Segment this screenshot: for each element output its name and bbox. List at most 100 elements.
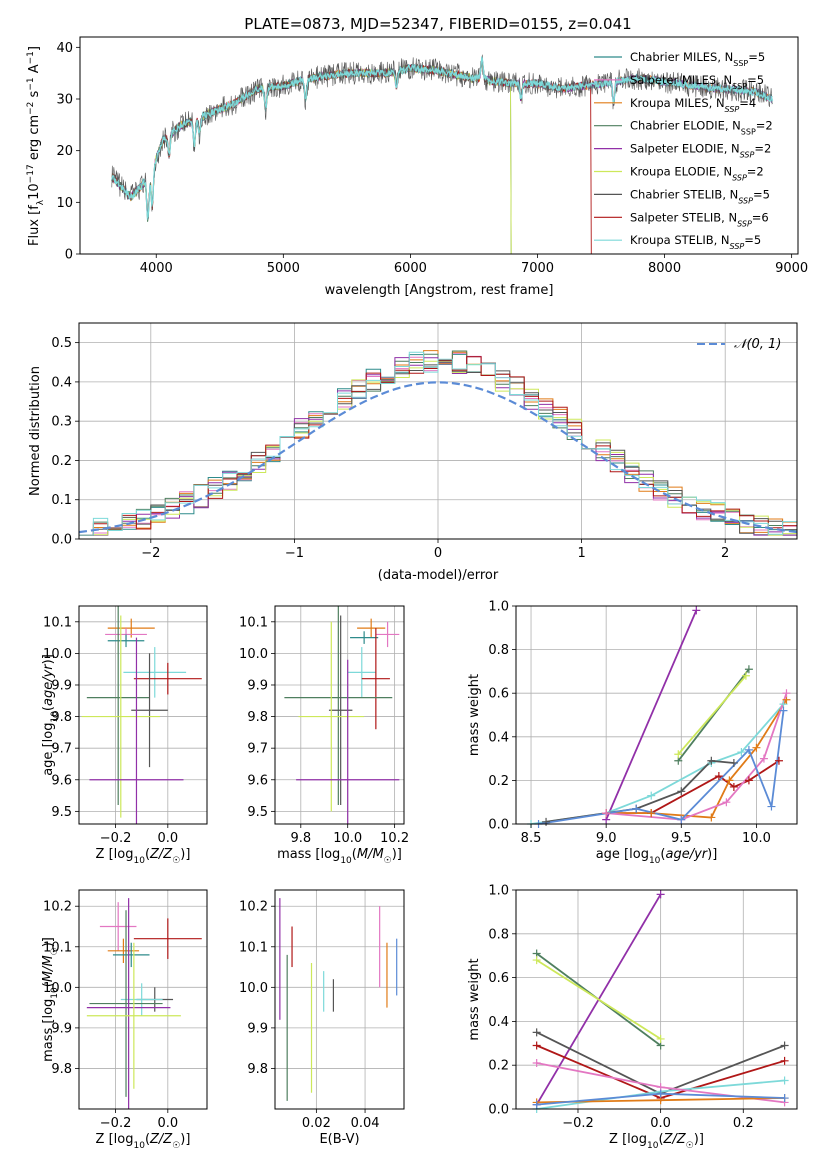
y-tick-label: 0.8 <box>488 643 509 658</box>
data-marker <box>780 1056 789 1065</box>
data-marker <box>737 748 746 757</box>
age-vs-mass-panel: 9.8 10.0 10.2 9.5 9.6 9.7 9.8 9.9 10.0 10.1 mass [… <box>239 605 409 866</box>
y-tick-label: 9.6 <box>51 773 72 788</box>
data-marker <box>532 1100 541 1109</box>
mass-weight-line <box>538 710 785 824</box>
y-tick-label: 0.0 <box>51 533 72 548</box>
y-tick-label: 0.2 <box>488 1059 509 1074</box>
x-tick-label: 4000 <box>140 261 173 276</box>
mass-vs-metallicity-panel: −0.2 0.0 9.8 9.9 10.0 10.1 10.2 Z [log10(Z/Z☉)]… <box>41 889 208 1151</box>
legend-label: Kroupa MILES, NSSP=4 <box>630 96 756 114</box>
x-tick-label: 9.8 <box>290 831 311 846</box>
y-tick-label: 10.0 <box>239 647 268 662</box>
legend-label: Salpeter MILES, NSSP=5 <box>630 73 764 91</box>
data-marker <box>729 758 738 767</box>
x-tick-label: −0.2 <box>100 831 132 846</box>
data-marker <box>647 809 656 818</box>
plot-area <box>79 350 797 536</box>
data-marker <box>707 813 716 822</box>
data-marker <box>692 606 701 615</box>
legend-label: Chabrier MILES, NSSP=5 <box>630 50 765 68</box>
y-tick-label: 0.4 <box>51 375 72 390</box>
model-spectrum-line <box>111 58 512 254</box>
data-marker <box>532 1041 541 1050</box>
data-marker <box>707 756 716 765</box>
y-tick-label: 0 <box>65 248 73 263</box>
y-tick-label: 0.2 <box>488 774 509 789</box>
data-marker <box>714 772 723 781</box>
x-tick-label: 9.0 <box>596 831 617 846</box>
mass-weight-line <box>606 699 788 819</box>
data-marker <box>774 756 783 765</box>
x-tick-label: 8.5 <box>521 831 542 846</box>
y-axis-label: Normed distribution <box>28 366 43 496</box>
data-marker <box>674 750 683 759</box>
x-tick-label: −1 <box>285 546 304 561</box>
x-axis-label: (data-model)/error <box>378 568 499 583</box>
data-marker <box>767 802 776 811</box>
y-tick-label: 9.9 <box>247 1021 268 1036</box>
spectrum-panel: 4000 5000 6000 7000 8000 9000 0 10 20 30 40 Chabrie… <box>26 36 808 298</box>
y-axis-label: Flux [fλ10−17 erg cm−2 s−1 A−1] <box>26 46 46 246</box>
data-marker <box>782 689 791 698</box>
data-marker <box>532 956 541 965</box>
y-tick-label: 0.1 <box>51 493 72 508</box>
y-axis-label: mass weight <box>467 958 482 1040</box>
y-tick-label: 10.0 <box>43 981 72 996</box>
residual-histogram-panel: −2 −1 0 1 2 0.0 0.1 0.2 0.3 0.4 0.5 𝒩(0, 1) (data-mo… <box>28 322 798 583</box>
axes-frame <box>274 889 405 1110</box>
y-tick-label: 10.1 <box>43 615 72 630</box>
legend-label: Kroupa STELIB, NSSP=5 <box>630 233 761 251</box>
x-tick-label: 8000 <box>648 261 681 276</box>
x-axis-label: wavelength [Angstrom, rest frame] <box>325 283 554 298</box>
x-tick-label: 10.2 <box>380 831 409 846</box>
y-tick-label: 10.1 <box>43 940 72 955</box>
data-marker <box>741 671 750 680</box>
y-tick-label: 0.3 <box>51 415 72 430</box>
figure-title: PLATE=0873, MJD=52347, FIBERID=0155, z=0… <box>244 15 631 33</box>
x-tick-label: 10.0 <box>742 831 771 846</box>
data-marker <box>677 787 686 796</box>
x-tick-label: 7000 <box>521 261 554 276</box>
y-tick-label: 0.6 <box>488 971 509 986</box>
y-tick-label: 30 <box>56 93 73 108</box>
y-tick-label: 9.9 <box>247 678 268 693</box>
axes-frame <box>78 605 208 825</box>
x-tick-label: 0.0 <box>157 831 178 846</box>
mass-weight-line <box>677 668 750 762</box>
y-tick-label: 9.7 <box>51 742 72 757</box>
x-tick-label: 2 <box>721 546 729 561</box>
y-tick-label: 10.1 <box>239 615 268 630</box>
y-tick-label: 9.7 <box>247 742 268 757</box>
axes-frame <box>78 889 208 1110</box>
legend-label: Salpeter ELODIE, NSSP=2 <box>630 142 771 160</box>
y-tick-label: 20 <box>56 144 73 159</box>
y-tick-label: 10.2 <box>239 900 268 915</box>
y-tick-label: 10.1 <box>239 940 268 955</box>
y-tick-label: 9.8 <box>51 1062 72 1077</box>
data-marker <box>532 1059 541 1068</box>
data-marker <box>759 754 768 763</box>
data-marker <box>632 804 641 813</box>
plot-area <box>111 54 774 254</box>
y-tick-label: 9.8 <box>247 1062 268 1077</box>
x-tick-label: 10.0 <box>333 831 362 846</box>
x-tick-label: 0.0 <box>157 1116 178 1131</box>
x-tick-label: −2 <box>141 546 160 561</box>
plot-area <box>284 606 400 824</box>
x-tick-label: 9000 <box>775 261 808 276</box>
x-tick-label: 6000 <box>394 261 427 276</box>
y-tick-label: 10.0 <box>43 647 72 662</box>
data-marker <box>656 890 665 899</box>
x-tick-label: 0.2 <box>733 1116 754 1131</box>
x-tick-label: −0.2 <box>562 1116 594 1131</box>
x-tick-label: −0.2 <box>100 1116 132 1131</box>
y-tick-label: 10.0 <box>239 981 268 996</box>
x-tick-label: 0 <box>434 546 442 561</box>
data-marker <box>602 809 611 818</box>
model-spectrum-line <box>111 57 774 220</box>
x-axis-label: Z [log10(Z/Z☉)] <box>96 1132 191 1151</box>
mass-weight-vs-age-panel: 8.5 9.0 9.5 10.0 0.0 0.2 0.4 0.6 0.8 1.0 age [log1… <box>467 600 798 866</box>
y-tick-label: 0.0 <box>488 818 509 833</box>
x-tick-label: 9.5 <box>671 831 692 846</box>
